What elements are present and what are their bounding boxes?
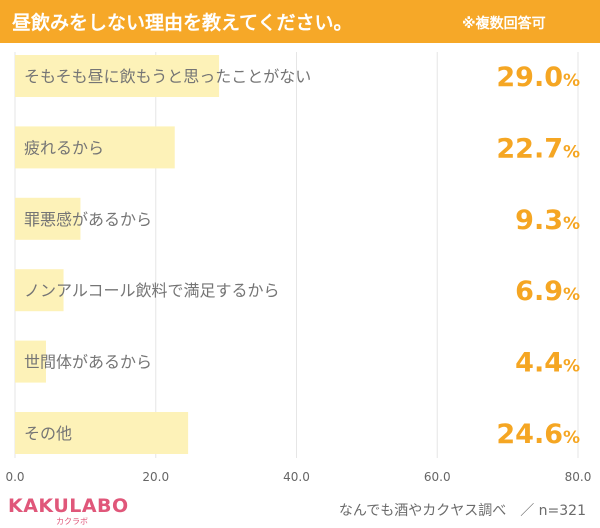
logo-text: KAKULABO <box>8 495 129 517</box>
data-label: 4.4 <box>515 348 563 379</box>
category-label: 罪悪感があるから <box>24 210 152 229</box>
data-label: 22.7 <box>496 133 563 164</box>
data-label: 6.9 <box>515 276 563 307</box>
value-suffix: % <box>563 142 580 162</box>
kakulabo-logo: KAKULABO カクラボ <box>8 495 129 526</box>
x-tick-label: 80.0 <box>565 470 592 484</box>
category-label: そもそも昼に飲もうと思ったことがない <box>24 67 311 86</box>
value-suffix: % <box>563 71 580 91</box>
bar <box>15 340 46 383</box>
x-tick-label: 0.0 <box>5 470 24 484</box>
category-label: ノンアルコール飲料で満足するから <box>24 281 280 300</box>
title-bar: 昼飲みをしない理由を教えてください。 ※複数回答可 <box>0 0 600 43</box>
category-label: その他 <box>24 424 72 443</box>
category-label: 疲れるから <box>24 138 104 157</box>
value-suffix: % <box>563 428 580 448</box>
chart-title: 昼飲みをしない理由を教えてください。 <box>12 12 353 34</box>
bar <box>15 412 189 454</box>
x-tick-label: 20.0 <box>142 470 169 484</box>
logo-subtext: カクラボ <box>56 517 88 526</box>
data-label: 9.3 <box>515 205 563 236</box>
survey-source: なんでも酒やカクヤス調べ ／ n=321 <box>338 503 586 519</box>
value-suffix: % <box>563 214 580 234</box>
x-tick-label: 60.0 <box>424 470 451 484</box>
data-label: 24.6 <box>496 419 563 450</box>
category-label: 世間体があるから <box>24 353 152 372</box>
value-suffix: % <box>563 285 580 305</box>
bar <box>15 197 81 240</box>
bar <box>15 269 64 312</box>
bar <box>15 126 175 169</box>
x-tick-label: 40.0 <box>283 470 310 484</box>
multiple-answer-note: ※複数回答可 <box>462 16 546 32</box>
data-label: 29.0 <box>496 62 563 93</box>
bar <box>15 55 220 97</box>
value-suffix: % <box>563 357 580 377</box>
